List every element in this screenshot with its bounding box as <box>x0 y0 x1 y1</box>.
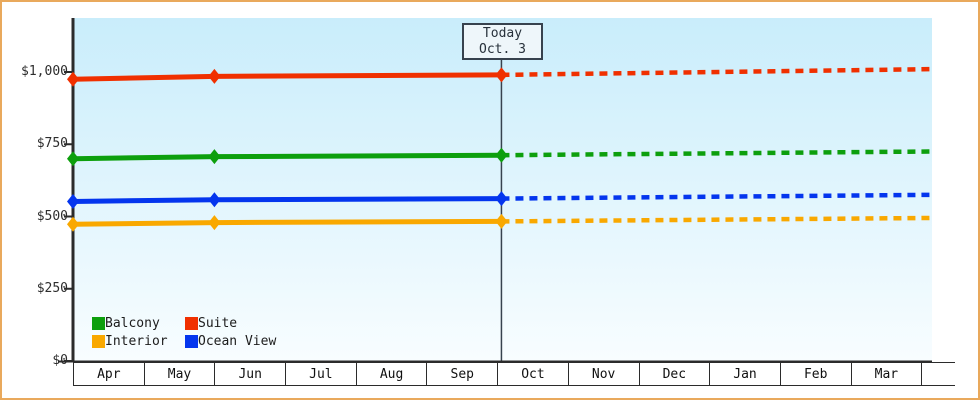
month-cell-dec: Dec <box>640 363 711 385</box>
suite-swatch-icon <box>185 316 198 330</box>
month-cell-jun: Jun <box>215 363 287 385</box>
legend-entry-suite: Suite <box>185 314 276 332</box>
month-cell-apr: Apr <box>74 363 145 385</box>
month-cell-oct: Oct <box>498 363 569 385</box>
month-cell-jul: Jul <box>286 363 357 385</box>
legend-label: Balcony <box>105 315 160 331</box>
legend-entry-interior: Interior <box>92 332 185 350</box>
x-axis-month-row: Apr May Jun Jul Aug Sep Oct Nov Dec Jan Feb Mar <box>73 362 955 386</box>
interior-swatch-icon <box>92 334 105 348</box>
y-axis-label: $750 <box>36 136 68 152</box>
legend-entry-balcony: Balcony <box>92 314 185 332</box>
legend-entry-ocean-view: Ocean View <box>185 332 276 350</box>
today-label: Today <box>482 25 523 41</box>
month-cell-feb: Feb <box>781 363 852 385</box>
month-cell-partial <box>922 363 955 385</box>
month-cell-may: May <box>145 363 216 385</box>
ocean-view-swatch-icon <box>185 334 198 348</box>
month-cell-jan: Jan <box>710 363 781 385</box>
y-axis-label: $500 <box>36 208 68 224</box>
legend: Balcony Suite Interior Ocean View <box>92 314 276 350</box>
legend-label: Ocean View <box>198 333 277 349</box>
month-cell-sep: Sep <box>427 363 499 385</box>
y-axis-label: $0 <box>52 353 68 368</box>
y-axis-label: $250 <box>36 280 68 296</box>
today-annotation: Today Oct. 3 <box>462 23 543 60</box>
y-axis-label: $1,000 <box>21 64 68 79</box>
legend-label: Interior <box>105 333 168 349</box>
today-date: Oct. 3 <box>479 41 526 57</box>
legend-label: Suite <box>198 315 238 331</box>
month-cell-nov: Nov <box>569 363 640 385</box>
month-cell-aug: Aug <box>357 363 428 385</box>
month-cell-mar: Mar <box>852 363 923 385</box>
balcony-swatch-icon <box>92 316 105 330</box>
y-axis-labels: $1,000 $750 $500 $250 $0 <box>2 2 68 398</box>
